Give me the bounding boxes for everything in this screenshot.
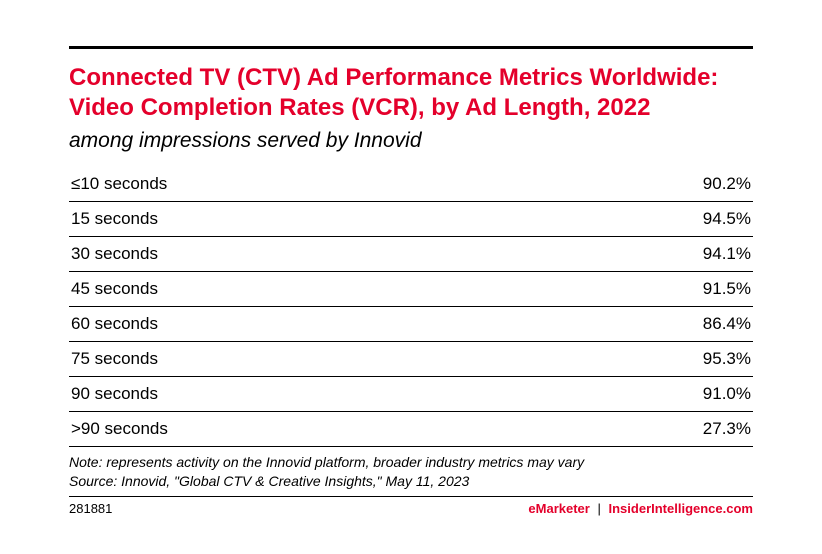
chart-id: 281881	[69, 501, 112, 516]
table-row: 90 seconds91.0%	[69, 376, 753, 411]
row-label: ≤10 seconds	[69, 167, 520, 202]
table-row: 60 seconds86.4%	[69, 306, 753, 341]
row-value: 91.5%	[520, 271, 753, 306]
metrics-card: Connected TV (CTV) Ad Performance Metric…	[41, 26, 781, 529]
chart-subtitle: among impressions served by Innovid	[69, 129, 753, 153]
brand-separator: |	[593, 501, 604, 516]
chart-title: Connected TV (CTV) Ad Performance Metric…	[69, 63, 753, 123]
table-row: 45 seconds91.5%	[69, 271, 753, 306]
table-row: 15 seconds94.5%	[69, 201, 753, 236]
table-row: 30 seconds94.1%	[69, 236, 753, 271]
row-label: 75 seconds	[69, 341, 520, 376]
row-label: 30 seconds	[69, 236, 520, 271]
row-value: 90.2%	[520, 167, 753, 202]
row-label: 90 seconds	[69, 376, 520, 411]
row-value: 27.3%	[520, 411, 753, 446]
row-value: 94.1%	[520, 236, 753, 271]
row-value: 91.0%	[520, 376, 753, 411]
row-label: >90 seconds	[69, 411, 520, 446]
row-label: 15 seconds	[69, 201, 520, 236]
row-value: 95.3%	[520, 341, 753, 376]
brand-block: eMarketer | InsiderIntelligence.com	[528, 501, 753, 516]
row-value: 86.4%	[520, 306, 753, 341]
row-value: 94.5%	[520, 201, 753, 236]
table-row: >90 seconds27.3%	[69, 411, 753, 446]
footer: 281881 eMarketer | InsiderIntelligence.c…	[69, 501, 753, 516]
table-row: 75 seconds95.3%	[69, 341, 753, 376]
table-row: ≤10 seconds90.2%	[69, 167, 753, 202]
vcr-table: ≤10 seconds90.2%15 seconds94.5%30 second…	[69, 167, 753, 447]
top-rule	[69, 46, 753, 49]
source-text: Source: Innovid, "Global CTV & Creative …	[69, 472, 753, 491]
row-label: 60 seconds	[69, 306, 520, 341]
row-label: 45 seconds	[69, 271, 520, 306]
brand-emarketer: eMarketer	[528, 501, 589, 516]
brand-insider: InsiderIntelligence.com	[609, 501, 754, 516]
note-text: Note: represents activity on the Innovid…	[69, 453, 753, 472]
bottom-rule	[69, 496, 753, 497]
